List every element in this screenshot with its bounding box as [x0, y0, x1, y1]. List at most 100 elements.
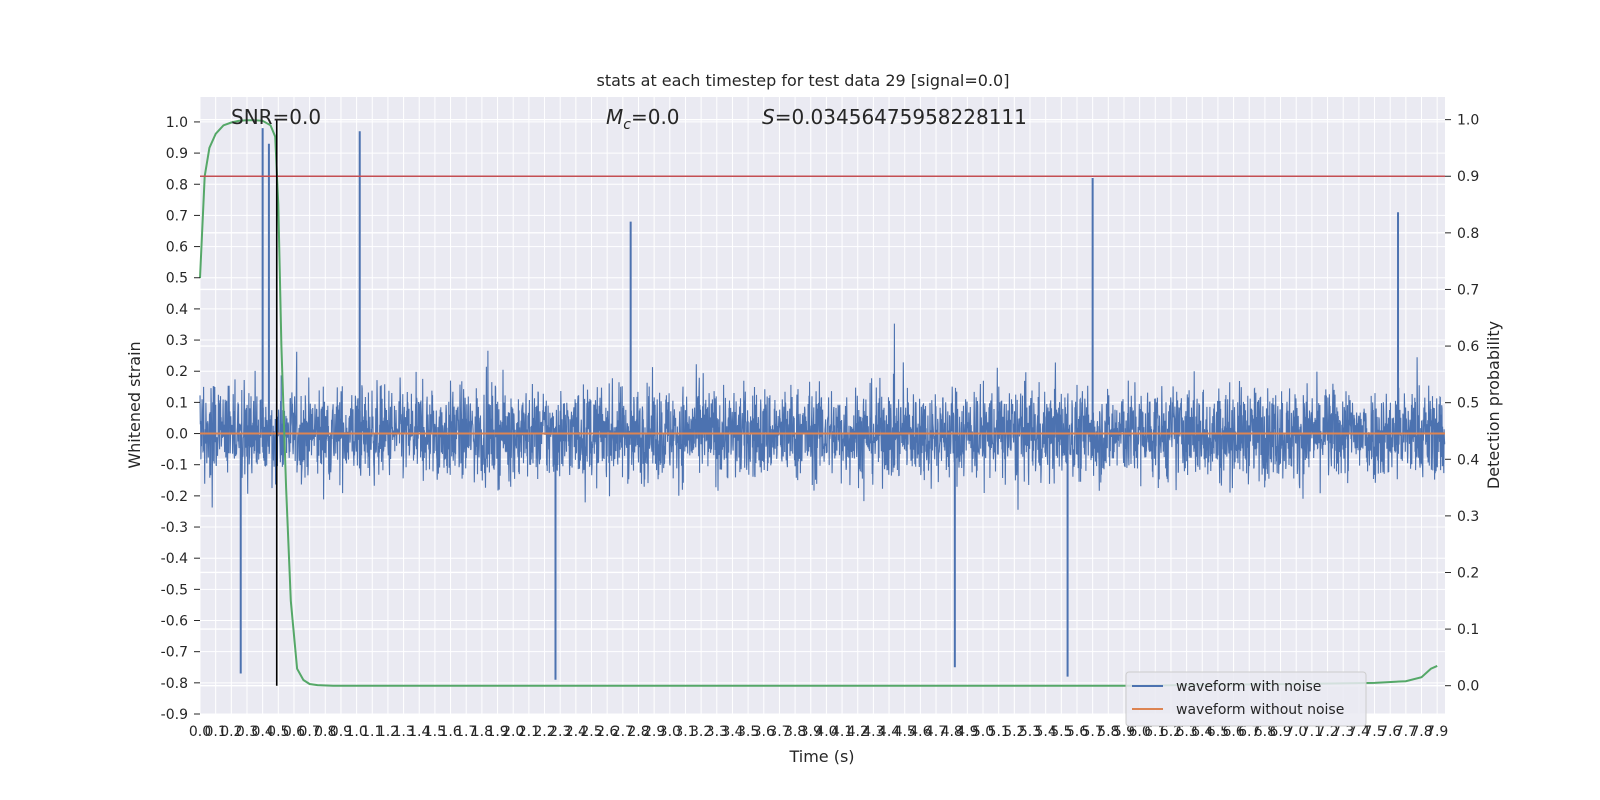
x-tick-label: 1.1 — [361, 724, 383, 740]
y2-tick-label: 0.7 — [1457, 282, 1479, 298]
s-value: =0.03456475958228111 — [775, 105, 1027, 129]
x-tick-label: 2.0 — [502, 724, 524, 740]
y2-tick-label: 0.0 — [1457, 679, 1479, 695]
y2-tick-label: 0.2 — [1457, 565, 1479, 581]
x-tick-label: 4.3 — [862, 724, 884, 740]
x-tick-label: 7.8 — [1410, 724, 1432, 740]
x-tick-label: 0.6 — [283, 724, 305, 740]
x-tick-label: 5.1 — [988, 724, 1010, 740]
x-tick-label: 2.2 — [533, 724, 555, 740]
y-axis-label: Whitened strain — [125, 341, 144, 468]
y2-tick-label: 0.8 — [1457, 226, 1479, 242]
y2-tick-label: 0.4 — [1457, 452, 1479, 468]
x-tick-label: 6.6 — [1222, 724, 1244, 740]
x-tick-label: 3.4 — [721, 724, 743, 740]
mc-subscript: c — [623, 117, 631, 133]
y2-tick-label: 1.0 — [1457, 113, 1479, 129]
y-tick-label: 0.7 — [166, 208, 188, 224]
x-tick-label: 2.3 — [549, 724, 571, 740]
x-tick-label: 1.9 — [486, 724, 508, 740]
x-tick-label: 7.7 — [1395, 724, 1417, 740]
x-ticks: 0.00.10.20.30.40.50.60.70.80.91.01.11.21… — [189, 724, 1448, 740]
x-tick-label: 4.4 — [878, 724, 900, 740]
x-tick-label: 7.4 — [1348, 724, 1370, 740]
y-tick-label: -0.9 — [161, 707, 188, 723]
x-tick-label: 0.2 — [220, 724, 242, 740]
x-tick-label: 3.2 — [690, 724, 712, 740]
y-tick-label: -0.4 — [161, 551, 188, 567]
x-tick-label: 2.9 — [643, 724, 665, 740]
x-tick-label: 3.8 — [784, 724, 806, 740]
x-tick-label: 7.9 — [1426, 724, 1448, 740]
x-tick-label: 5.0 — [972, 724, 994, 740]
x-tick-label: 3.7 — [768, 724, 790, 740]
x-tick-label: 0.9 — [330, 724, 352, 740]
y2-axis-label: Detection probability — [1484, 321, 1503, 489]
x-tick-label: 6.7 — [1238, 724, 1260, 740]
x-tick-label: 0.1 — [205, 724, 227, 740]
x-tick-label: 6.9 — [1269, 724, 1291, 740]
legend-label-with-noise: waveform with noise — [1176, 679, 1321, 695]
x-tick-label: 0.5 — [267, 724, 289, 740]
y-tick-label: -0.6 — [161, 614, 188, 630]
x-tick-label: 6.5 — [1207, 724, 1229, 740]
x-tick-label: 2.4 — [565, 724, 587, 740]
x-tick-label: 5.6 — [1066, 724, 1088, 740]
x-tick-label: 5.4 — [1035, 724, 1057, 740]
x-tick-label: 1.3 — [392, 724, 414, 740]
y-tick-label: 0.1 — [166, 395, 188, 411]
x-tick-label: 2.7 — [612, 724, 634, 740]
x-tick-label: 6.8 — [1254, 724, 1276, 740]
x-tick-label: 3.0 — [659, 724, 681, 740]
x-tick-label: 0.0 — [189, 724, 211, 740]
y2-tick-label: 0.3 — [1457, 509, 1479, 525]
y-tick-label: 0.9 — [166, 146, 188, 162]
x-tick-label: 7.5 — [1363, 724, 1385, 740]
x-tick-label: 6.4 — [1191, 724, 1213, 740]
reference-lines — [200, 119, 1445, 686]
x-tick-label: 1.4 — [408, 724, 430, 740]
x-tick-label: 1.0 — [345, 724, 367, 740]
snr-annotation: SNR=0.0 — [231, 105, 321, 129]
chart-title: stats at each timestep for test data 29 … — [597, 71, 1010, 90]
legend-label-without-noise: waveform without noise — [1176, 702, 1344, 718]
x-tick-label: 4.5 — [894, 724, 916, 740]
x-tick-label: 7.2 — [1316, 724, 1338, 740]
x-tick-label: 3.1 — [674, 724, 696, 740]
x-tick-label: 0.7 — [298, 724, 320, 740]
x-tick-label: 3.3 — [706, 724, 728, 740]
y-tick-label: 0.8 — [166, 177, 188, 193]
x-tick-label: 7.1 — [1301, 724, 1323, 740]
x-tick-label: 2.5 — [580, 724, 602, 740]
y-tick-label: -0.1 — [161, 458, 188, 474]
x-tick-label: 6.2 — [1160, 724, 1182, 740]
y-tick-label: 0.6 — [166, 240, 188, 256]
y2-tick-label: 0.1 — [1457, 622, 1479, 638]
x-tick-label: 5.3 — [1019, 724, 1041, 740]
x-tick-label: 7.6 — [1379, 724, 1401, 740]
mc-value: =0.0 — [631, 105, 680, 129]
y-tick-label: -0.7 — [161, 645, 188, 661]
x-tick-label: 2.6 — [596, 724, 618, 740]
mc-annotation: Mc=0.0 — [606, 105, 680, 133]
x-tick-label: 6.1 — [1144, 724, 1166, 740]
x-tick-label: 2.1 — [518, 724, 540, 740]
y2-tick-label: 0.5 — [1457, 396, 1479, 412]
s-annotation: S=0.03456475958228111 — [762, 105, 1027, 129]
y2-ticks: 0.0 0.1 0.2 0.3 0.4 0.5 0.6 0.7 0.8 0.9 1.0 — [1445, 113, 1479, 695]
y-tick-label: 0.3 — [166, 333, 188, 349]
legend: waveform with noise waveform without noi… — [1125, 671, 1367, 727]
legend-box — [1125, 671, 1367, 727]
x-tick-label: 4.1 — [831, 724, 853, 740]
x-tick-label: 1.8 — [471, 724, 493, 740]
x-tick-label: 2.8 — [627, 724, 649, 740]
y2-tick-label: 0.9 — [1457, 169, 1479, 185]
x-tick-label: 6.3 — [1175, 724, 1197, 740]
s-symbol: S — [762, 105, 775, 129]
x-axis-label: Time (s) — [788, 747, 854, 766]
x-tick-label: 3.5 — [737, 724, 759, 740]
x-tick-label: 7.0 — [1285, 724, 1307, 740]
y-tick-label: -0.8 — [161, 676, 188, 692]
x-tick-label: 4.7 — [925, 724, 947, 740]
